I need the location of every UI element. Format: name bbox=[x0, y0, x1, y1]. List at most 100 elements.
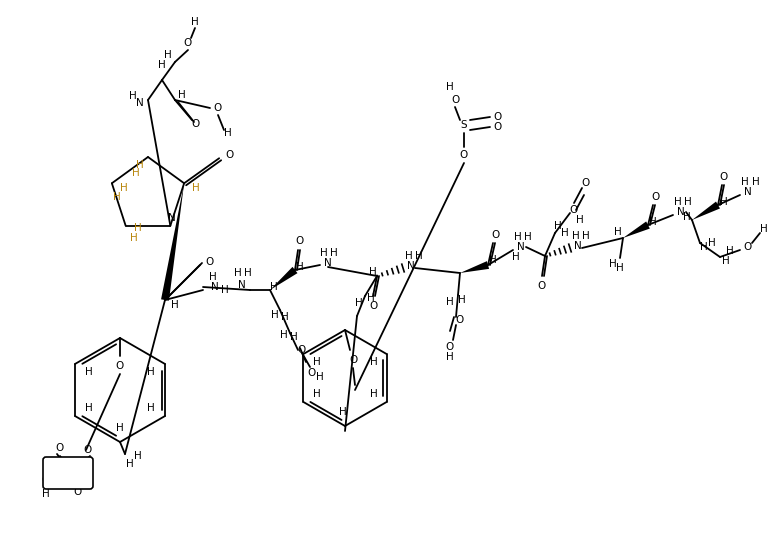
Text: H: H bbox=[722, 256, 730, 266]
Text: O: O bbox=[298, 345, 306, 355]
Polygon shape bbox=[161, 183, 184, 301]
Text: O: O bbox=[451, 95, 459, 105]
Text: N: N bbox=[744, 187, 752, 197]
Text: H: H bbox=[446, 352, 454, 362]
Text: H: H bbox=[290, 332, 298, 342]
Text: H: H bbox=[554, 221, 562, 231]
Text: O: O bbox=[369, 301, 377, 311]
Text: H: H bbox=[191, 17, 199, 27]
Text: O: O bbox=[84, 445, 92, 455]
Text: H: H bbox=[446, 82, 454, 92]
Text: H: H bbox=[244, 268, 252, 278]
Text: H: H bbox=[320, 248, 328, 258]
Text: H: H bbox=[130, 233, 138, 243]
Text: N: N bbox=[407, 261, 415, 271]
Text: N: N bbox=[574, 241, 582, 251]
Text: O: O bbox=[491, 230, 499, 240]
Text: O: O bbox=[460, 150, 468, 160]
Text: H: H bbox=[270, 282, 278, 292]
Text: H: H bbox=[367, 293, 375, 303]
Text: N: N bbox=[136, 98, 144, 108]
Text: H: H bbox=[700, 242, 708, 252]
Text: O: O bbox=[582, 178, 590, 188]
Text: H: H bbox=[147, 367, 155, 377]
Text: Abs: Abs bbox=[57, 465, 78, 475]
Text: H: H bbox=[312, 357, 320, 367]
Text: H: H bbox=[159, 60, 166, 70]
Polygon shape bbox=[460, 261, 489, 273]
Text: H: H bbox=[171, 300, 179, 310]
Text: H: H bbox=[370, 357, 378, 367]
Text: H: H bbox=[224, 128, 232, 138]
Text: H: H bbox=[561, 228, 569, 238]
Text: O: O bbox=[349, 355, 357, 365]
Text: H: H bbox=[355, 298, 363, 308]
Text: H: H bbox=[113, 192, 120, 202]
Text: H: H bbox=[271, 310, 279, 320]
Text: O: O bbox=[446, 342, 454, 352]
Text: H: H bbox=[234, 268, 242, 278]
Text: H: H bbox=[281, 312, 289, 322]
Text: S: S bbox=[461, 120, 467, 130]
Text: H: H bbox=[85, 367, 92, 377]
Text: H: H bbox=[221, 285, 229, 295]
Text: H: H bbox=[752, 177, 760, 187]
Text: N: N bbox=[169, 213, 176, 222]
Text: H: H bbox=[85, 403, 92, 413]
Text: H: H bbox=[616, 263, 624, 273]
Text: H: H bbox=[609, 259, 617, 269]
Text: N: N bbox=[517, 242, 525, 252]
Text: H: H bbox=[296, 262, 304, 272]
Text: H: H bbox=[760, 224, 768, 234]
Text: H: H bbox=[120, 183, 127, 193]
Text: H: H bbox=[446, 297, 454, 307]
Text: N: N bbox=[238, 280, 246, 290]
Text: H: H bbox=[708, 238, 716, 248]
Text: H: H bbox=[614, 227, 622, 237]
Text: H: H bbox=[458, 295, 466, 305]
Text: O: O bbox=[206, 257, 214, 267]
Text: O: O bbox=[494, 122, 502, 132]
Text: H: H bbox=[147, 403, 155, 413]
Text: H: H bbox=[649, 217, 657, 227]
Text: H: H bbox=[134, 451, 142, 461]
Text: O: O bbox=[308, 368, 316, 378]
Text: H: H bbox=[164, 50, 172, 60]
Text: O: O bbox=[296, 236, 304, 246]
Text: H: H bbox=[192, 183, 200, 193]
Text: O: O bbox=[538, 281, 546, 291]
Text: H: H bbox=[42, 489, 50, 499]
Text: H: H bbox=[178, 90, 186, 100]
Text: H: H bbox=[330, 248, 338, 258]
Text: H: H bbox=[514, 232, 522, 242]
Text: H: H bbox=[405, 251, 413, 261]
Text: O: O bbox=[456, 315, 464, 325]
Text: O: O bbox=[651, 192, 659, 202]
Text: H: H bbox=[136, 160, 144, 170]
Text: H: H bbox=[684, 197, 692, 207]
Text: H: H bbox=[720, 197, 728, 207]
Text: H: H bbox=[415, 251, 423, 261]
Text: H: H bbox=[126, 459, 134, 469]
Text: H: H bbox=[280, 330, 287, 340]
FancyBboxPatch shape bbox=[43, 457, 93, 489]
Text: H: H bbox=[116, 423, 124, 433]
Text: H: H bbox=[132, 168, 140, 178]
Text: H: H bbox=[134, 222, 141, 233]
Text: O: O bbox=[184, 38, 192, 48]
Text: H: H bbox=[369, 267, 377, 277]
Text: N: N bbox=[211, 282, 219, 292]
Text: H: H bbox=[129, 91, 137, 101]
Text: O: O bbox=[42, 475, 51, 485]
Text: H: H bbox=[741, 177, 749, 187]
Text: O: O bbox=[744, 242, 752, 252]
Text: H: H bbox=[339, 407, 347, 417]
Polygon shape bbox=[623, 221, 650, 238]
Text: H: H bbox=[576, 215, 584, 225]
Text: N: N bbox=[324, 258, 332, 268]
Text: O: O bbox=[494, 112, 502, 122]
Text: H: H bbox=[512, 252, 520, 262]
Text: H: H bbox=[572, 231, 580, 241]
Text: H: H bbox=[524, 232, 532, 242]
Text: O: O bbox=[214, 103, 222, 113]
